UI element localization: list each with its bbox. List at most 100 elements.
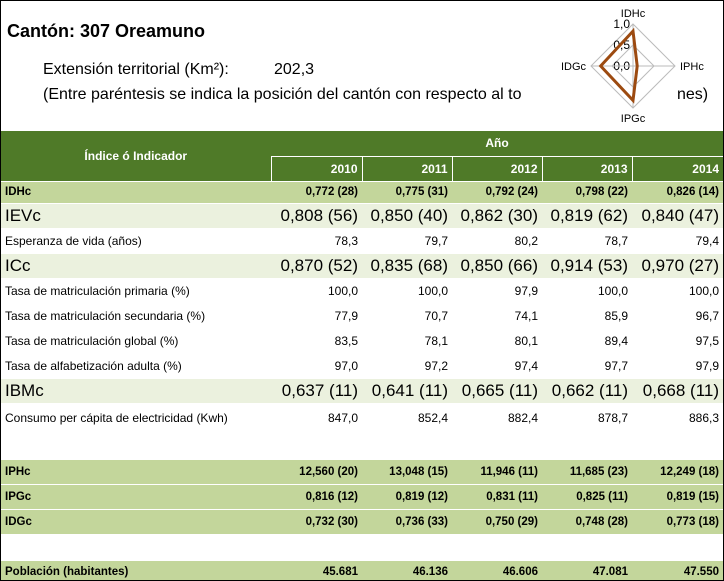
value-cell: 0,826 (14) [632, 181, 723, 204]
value-cell: 0,665 (11) [452, 378, 542, 404]
year: 2014 [631, 156, 723, 182]
data-row: IDGc 0,732 (30) 0,736 (33) 0,750 (29) 0,748 … [1, 509, 723, 535]
value-cell: 0,732 (30) [271, 509, 362, 535]
row-label: IPGc [1, 484, 271, 510]
value-cell: 12,560 (20) [271, 459, 362, 485]
data-row: IDHc 0,772 (28) 0,775 (31) 0,792 (24) 0,798 … [1, 181, 723, 204]
year-header: Año [271, 131, 723, 157]
axis-label: IPHc [680, 61, 704, 73]
value-cell: 0,750 (29) [452, 509, 542, 535]
extension-value: 202,3 [274, 61, 315, 78]
value-cell: 13,048 (15) [362, 459, 452, 485]
data-row: IPHc 12,560 (20) 13,048 (15) 11,946 (11) 11,… [1, 459, 723, 485]
value-cell: 0,850 (66) [452, 253, 542, 279]
value-cell: 47.081 [542, 560, 632, 580]
value-cell: 0,808 (56) [271, 203, 362, 229]
value-cell: 0,970 (27) [632, 253, 723, 279]
row-label: Población (habitantes) [1, 560, 271, 580]
data-row: Esperanza de vida (años) 78,3 79,7 80,2 78,7… [1, 228, 723, 254]
extension-label: Extensión territorial (Km²): [43, 61, 229, 78]
value-cell: 80,1 [452, 328, 542, 354]
row-label: Tasa de matriculación global (%) [1, 328, 271, 354]
data-row: IEVc 0,808 (56) 0,850 (40) 0,862 (30) 0,819 … [1, 203, 723, 229]
value-cell: 100,0 [271, 278, 362, 304]
value-cell: 78,1 [362, 328, 452, 354]
chart-background [584, 1, 674, 127]
value-cell: 852,4 [362, 403, 452, 434]
value-cell: 70,7 [362, 303, 452, 329]
row-label: Tasa de matriculación primaria (%) [1, 278, 271, 304]
note: (Entre paréntesis se indica la posición … [43, 86, 522, 103]
series-line [598, 27, 639, 104]
value-cell: 0,819 (15) [632, 484, 723, 510]
data-row: Población (habitantes) 45.681 46.136 46.606… [1, 560, 723, 580]
row-label: Tasa de alfabetización adulta (%) [1, 353, 271, 379]
value-cell: 100,0 [632, 278, 723, 304]
data-table: Índice ó Indicador Año 2010 2011 2012 2013 201… [1, 131, 723, 580]
value-cell: 97,5 [632, 328, 723, 354]
data-row: Tasa de matriculación global (%) 83,5 78,1… [1, 328, 723, 354]
data-row: Tasa de matriculación primaria (%) 100,0 1… [1, 278, 723, 304]
value-cell: 97,2 [362, 353, 452, 379]
value-cell: 96,7 [632, 303, 723, 329]
value-cell: 45.681 [271, 560, 362, 580]
value-cell: 77,9 [271, 303, 362, 329]
value-cell: 85,9 [542, 303, 632, 329]
value-cell: 0,772 (28) [271, 181, 362, 204]
row-label: IDHc [1, 181, 271, 204]
value-cell: 0,825 (11) [542, 484, 632, 510]
row-label: Esperanza de vida (años) [1, 228, 271, 254]
column-header: Índice ó Indicador [1, 131, 271, 182]
row-label: IPHc [1, 459, 271, 485]
value-cell: 0,775 (31) [362, 181, 452, 204]
row-label: Consumo per cápita de electricidad (Kwh) [1, 403, 271, 434]
value-cell: 80,2 [452, 228, 542, 254]
value-cell: 0,870 (52) [271, 253, 362, 279]
note-end: nes) [677, 86, 709, 103]
axis-label: IPGc [621, 113, 646, 125]
year-row: 2010 2011 2012 2013 2014 [1, 156, 723, 182]
value-cell: 0,668 (11) [632, 378, 723, 404]
value-cell: 0,819 (62) [542, 203, 632, 229]
value-cell: 0,662 (11) [542, 378, 632, 404]
value-cell: 0,748 (28) [542, 509, 632, 535]
year: 2013 [541, 156, 632, 182]
blank-row [1, 534, 723, 561]
value-cell: 47.550 [632, 560, 723, 580]
value-cell: 0,819 (12) [362, 484, 452, 510]
value-cell: 886,3 [632, 403, 723, 434]
value-cell: 97,0 [271, 353, 362, 379]
value-cell: 0,914 (53) [542, 253, 632, 279]
year: 2010 [270, 156, 362, 182]
value-cell: 11,946 (11) [452, 459, 542, 485]
data-row: IPGc 0,816 (12) 0,819 (12) 0,831 (11) 0,825 … [1, 484, 723, 510]
value-cell: 0,850 (40) [362, 203, 452, 229]
value-cell: 89,4 [542, 328, 632, 354]
value-cell: 0,637 (11) [271, 378, 362, 404]
value-cell: 0,840 (47) [632, 203, 723, 229]
value-cell: 78,3 [271, 228, 362, 254]
data-row: ICc 0,870 (52) 0,835 (68) 0,850 (66) 0,914 (… [1, 253, 723, 279]
value-cell: 878,7 [542, 403, 632, 434]
value-cell: 11,685 (23) [542, 459, 632, 485]
value-cell: 97,4 [452, 353, 542, 379]
data-row: Consumo per cápita de electricidad (Kwh)… [1, 403, 723, 434]
value-cell: 0,816 (12) [271, 484, 362, 510]
row-label: ICc [1, 253, 271, 279]
value-cell: 847,0 [271, 403, 362, 434]
value-cell: 97,9 [452, 278, 542, 304]
year: 2011 [361, 156, 452, 182]
value-cell: 79,7 [362, 228, 452, 254]
header-row: Índice ó Indicador Año [1, 131, 723, 182]
row-label: IDGc [1, 509, 271, 535]
value-cell: 100,0 [362, 278, 452, 304]
value-cell: 79,4 [632, 228, 723, 254]
blank-row [1, 433, 723, 460]
value-cell: 0,798 (22) [542, 181, 632, 204]
value-cell: 0,641 (11) [362, 378, 452, 404]
value-cell: 0,792 (24) [452, 181, 542, 204]
value-cell: 0,736 (33) [362, 509, 452, 535]
value-cell: 97,7 [542, 353, 632, 379]
